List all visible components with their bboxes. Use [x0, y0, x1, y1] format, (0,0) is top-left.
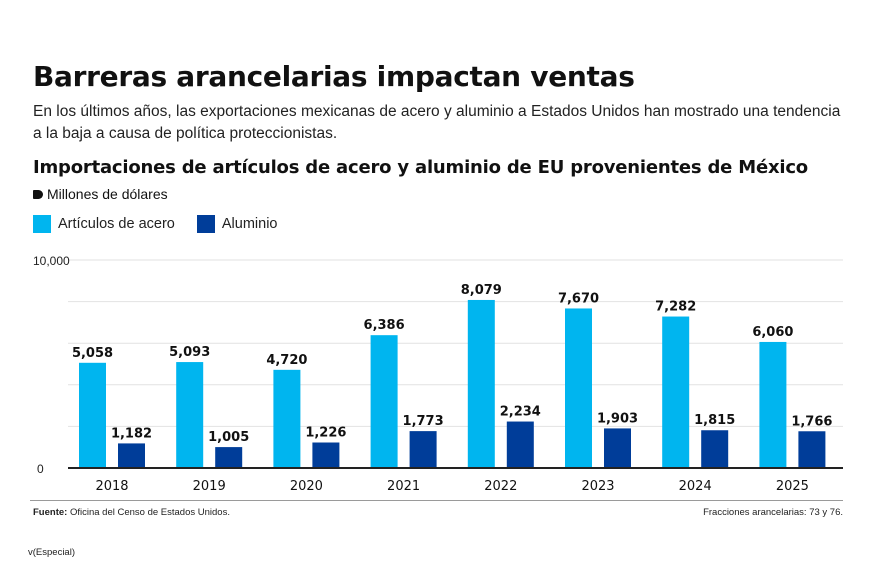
x-tick-label: 2023	[581, 479, 614, 494]
data-label: 8,079	[461, 283, 502, 298]
data-label: 4,720	[266, 353, 307, 368]
bar-chart: 0 10,000 5,058 1,182 2018 5,093 1,005 2019 4,720…	[33, 254, 843, 494]
bar-acero	[273, 369, 301, 468]
image-credit: v(Especial)	[28, 547, 75, 558]
data-label: 1,226	[305, 425, 346, 440]
bar-acero	[79, 362, 106, 468]
data-label: 7,282	[655, 300, 696, 315]
x-tick-label: 2025	[776, 479, 809, 494]
data-label: 1,815	[694, 413, 735, 428]
chart-legend: Artículos de acero Aluminio	[33, 215, 299, 233]
data-label: 2,234	[500, 405, 541, 420]
bar-aluminio	[604, 428, 631, 468]
data-label: 5,058	[72, 346, 113, 361]
bar-aluminio	[215, 447, 243, 468]
data-label: 6,386	[364, 318, 405, 333]
y-tick-label: 10,000	[33, 254, 70, 268]
page-title: Barreras arancelarias impactan ventas	[33, 60, 635, 93]
page-subtitle: En los últimos años, las exportaciones m…	[33, 103, 841, 142]
bar-acero	[176, 362, 204, 468]
bar-acero	[759, 341, 787, 468]
x-tick-label: 2024	[679, 479, 712, 494]
bar-aluminio	[312, 442, 340, 468]
data-label: 1,766	[791, 414, 832, 429]
units-label: Millones de dólares	[33, 186, 168, 202]
legend-item-aluminio: Aluminio	[196, 215, 278, 233]
bar-acero	[370, 335, 398, 468]
y-tick-label: 0	[37, 462, 44, 476]
bar-aluminio	[701, 430, 729, 468]
bar-aluminio	[409, 431, 437, 468]
bar-acero	[662, 316, 690, 468]
data-label: 7,670	[558, 291, 599, 306]
bar-aluminio	[798, 431, 826, 468]
bar-aluminio	[118, 443, 145, 468]
legend-swatch-aluminio	[196, 215, 215, 233]
data-label: 1,903	[597, 411, 638, 426]
x-tick-label: 2020	[290, 479, 323, 494]
data-label: 1,182	[111, 426, 152, 441]
chart-title: Importaciones de artículos de acero y al…	[33, 157, 808, 178]
data-label: 6,060	[752, 325, 793, 340]
tag-icon	[33, 189, 43, 199]
legend-swatch-acero	[33, 215, 51, 233]
units-text: Millones de dólares	[47, 186, 168, 202]
x-tick-label: 2021	[387, 479, 420, 494]
source-label: Fuente:	[33, 507, 68, 518]
source-note: Fuente: Oficina del Censo de Estados Uni…	[33, 507, 230, 518]
bar-acero	[467, 299, 495, 468]
data-label: 1,773	[403, 414, 444, 429]
data-label: 1,005	[208, 430, 249, 445]
x-tick-label: 2018	[95, 479, 128, 494]
footer-divider	[30, 500, 843, 501]
source-text: Oficina del Censo de Estados Unidos.	[67, 507, 230, 518]
data-label: 5,093	[169, 345, 210, 360]
x-tick-label: 2019	[193, 479, 226, 494]
bar-acero	[565, 308, 592, 468]
legend-label-aluminio: Aluminio	[221, 216, 278, 232]
legend-item-acero: Artículos de acero	[33, 215, 175, 233]
x-tick-label: 2022	[484, 479, 517, 494]
legend-label-acero: Artículos de acero	[58, 216, 175, 232]
bar-aluminio	[506, 421, 534, 468]
tariff-note: Fracciones arancelarias: 73 y 76.	[703, 507, 843, 518]
